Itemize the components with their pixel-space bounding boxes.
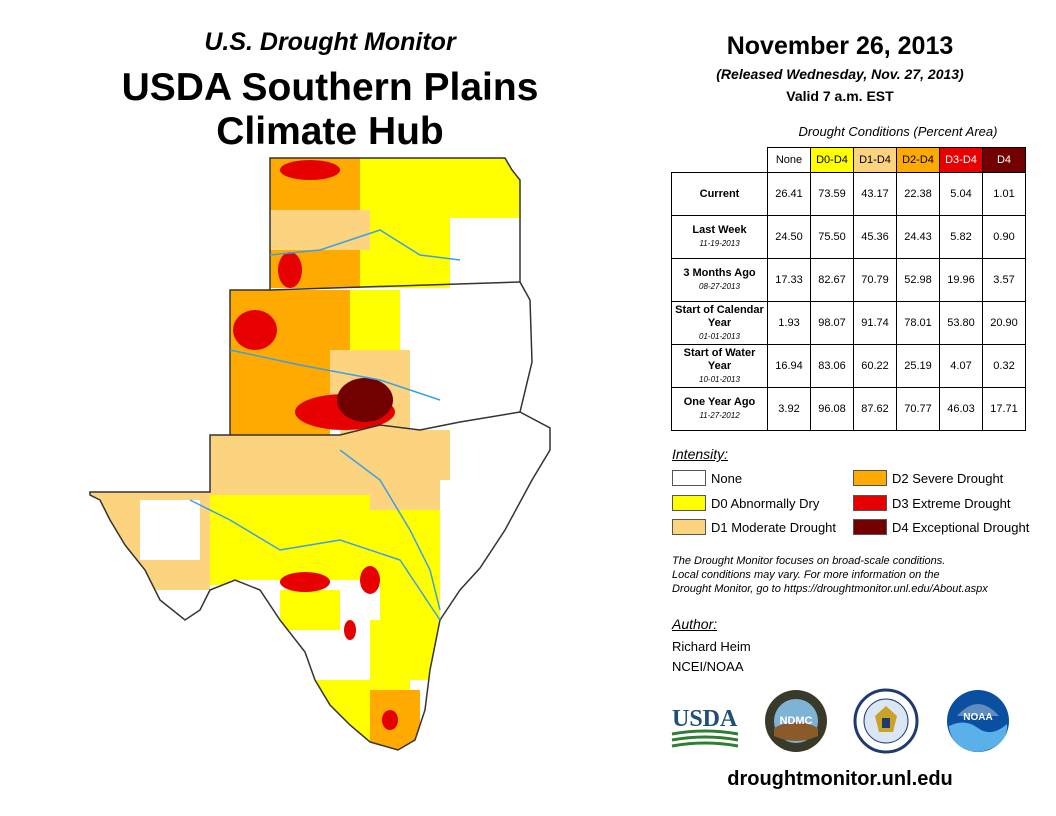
table-cell: 75.50 <box>810 215 854 259</box>
svg-text:NDMC: NDMC <box>780 715 813 727</box>
row-label: 3 Months Ago 08-27-2013 <box>671 258 768 302</box>
table-cell: 17.33 <box>767 258 811 302</box>
table-cell: 4.07 <box>939 344 983 388</box>
table-cell: 26.41 <box>767 172 811 216</box>
usda-logo: USDA <box>671 706 739 748</box>
legend-heading: Intensity: <box>672 446 729 462</box>
valid-time: Valid 7 a.m. EST <box>786 88 894 104</box>
table-row: Start of Calendar Year 01-01-2013 1.93 98… <box>671 301 1026 345</box>
table-cell: 96.08 <box>810 387 854 431</box>
row-label: Start of Calendar Year 01-01-2013 <box>671 301 768 345</box>
author-name: Richard Heim <box>672 639 751 654</box>
table-row: One Year Ago 11-27-2012 3.92 96.08 87.62 … <box>671 387 1026 431</box>
table-header-row: None D0-D4 D1-D4 D2-D4 D3-D4 D4 <box>672 147 1026 173</box>
legend-item-d2: D2 Severe Drought <box>853 470 1003 486</box>
col-header: D4 <box>982 147 1026 173</box>
table-cell: 3.57 <box>982 258 1026 302</box>
author-block: Richard Heim NCEI/NOAA <box>672 637 751 677</box>
table-row: Start of Water Year 10-01-2013 16.94 83.0… <box>671 344 1026 388</box>
row-label: Current <box>671 172 768 216</box>
table-cell: 17.71 <box>982 387 1026 431</box>
legend-item-d3: D3 Extreme Drought <box>853 495 1011 511</box>
table-cell: 70.77 <box>896 387 940 431</box>
svg-text:USDA: USDA <box>672 706 738 732</box>
ndmc-logo: NDMC <box>765 690 827 752</box>
table-row: 3 Months Ago 08-27-2013 17.33 82.67 70.79… <box>671 258 1026 302</box>
table-cell: 46.03 <box>939 387 983 431</box>
table-cell: 87.62 <box>853 387 897 431</box>
table-cell: 24.50 <box>767 215 811 259</box>
legend-item-none: None <box>672 470 742 486</box>
table-cell: 98.07 <box>810 301 854 345</box>
col-header: None <box>767 147 811 173</box>
table-cell: 20.90 <box>982 301 1026 345</box>
title-line-1: USDA Southern Plains <box>121 66 539 109</box>
table-row: Last Week 11-19-2013 24.50 75.50 45.36 24… <box>671 215 1026 259</box>
table-cell: 52.98 <box>896 258 940 302</box>
table-cell: 83.06 <box>810 344 854 388</box>
legend-swatch <box>853 519 887 535</box>
table-caption: Drought Conditions (Percent Area) <box>798 124 998 139</box>
table-cell: 5.04 <box>939 172 983 216</box>
table-cell: 24.43 <box>896 215 940 259</box>
legend-swatch <box>853 495 887 511</box>
table-cell: 25.19 <box>896 344 940 388</box>
col-header: D0-D4 <box>810 147 854 173</box>
table-cell: 78.01 <box>896 301 940 345</box>
table-row: Current 26.41 73.59 43.17 22.38 5.04 1.0… <box>671 172 1026 216</box>
map-date: November 26, 2013 <box>726 32 954 60</box>
table-cell: 60.22 <box>853 344 897 388</box>
legend-swatch <box>672 495 706 511</box>
table-cell: 0.90 <box>982 215 1026 259</box>
drought-conditions-table: None D0-D4 D1-D4 D2-D4 D3-D4 D4 Current … <box>671 147 1026 431</box>
table-cell: 82.67 <box>810 258 854 302</box>
row-label: Last Week 11-19-2013 <box>671 215 768 259</box>
col-header: D2-D4 <box>896 147 940 173</box>
legend-swatch <box>672 470 706 486</box>
author-org: NCEI/NOAA <box>672 659 744 674</box>
release-date: (Released Wednesday, Nov. 27, 2013) <box>716 66 964 82</box>
table-cell: 45.36 <box>853 215 897 259</box>
table-cell: 73.59 <box>810 172 854 216</box>
row-label: Start of Water Year 10-01-2013 <box>671 344 768 388</box>
author-heading: Author: <box>672 616 718 632</box>
table-cell: 1.93 <box>767 301 811 345</box>
drought-map <box>89 157 551 751</box>
legend-item-d4: D4 Exceptional Drought <box>853 519 1029 535</box>
col-header: D1-D4 <box>853 147 897 173</box>
table-cell: 43.17 <box>853 172 897 216</box>
legend-item-d0: D0 Abnormally Dry <box>672 495 819 511</box>
table-cell: 19.96 <box>939 258 983 302</box>
col-header: D3-D4 <box>939 147 983 173</box>
legend-swatch <box>853 470 887 486</box>
legend-item-d1: D1 Moderate Drought <box>672 519 836 535</box>
table-cell: 53.80 <box>939 301 983 345</box>
footer-url[interactable]: droughtmonitor.unl.edu <box>727 768 953 790</box>
legend-swatch <box>672 519 706 535</box>
commerce-seal-logo <box>853 688 919 754</box>
table-cell: 5.82 <box>939 215 983 259</box>
table-cell: 22.38 <box>896 172 940 216</box>
title-line-2: Climate Hub <box>216 110 444 153</box>
table-cell: 16.94 <box>767 344 811 388</box>
table-cell: 70.79 <box>853 258 897 302</box>
table-cell: 91.74 <box>853 301 897 345</box>
noaa-logo: NOAA <box>947 690 1009 752</box>
table-cell: 0.32 <box>982 344 1026 388</box>
svg-text:NOAA: NOAA <box>963 712 992 723</box>
table-cell: 3.92 <box>767 387 811 431</box>
info-note: The Drought Monitor focuses on broad-sca… <box>672 555 988 595</box>
row-label: One Year Ago 11-27-2012 <box>671 387 768 431</box>
monitor-subtitle: U.S. Drought Monitor <box>204 28 456 56</box>
page-title: USDA Southern Plains Climate Hub <box>60 66 600 154</box>
table-cell: 1.01 <box>982 172 1026 216</box>
